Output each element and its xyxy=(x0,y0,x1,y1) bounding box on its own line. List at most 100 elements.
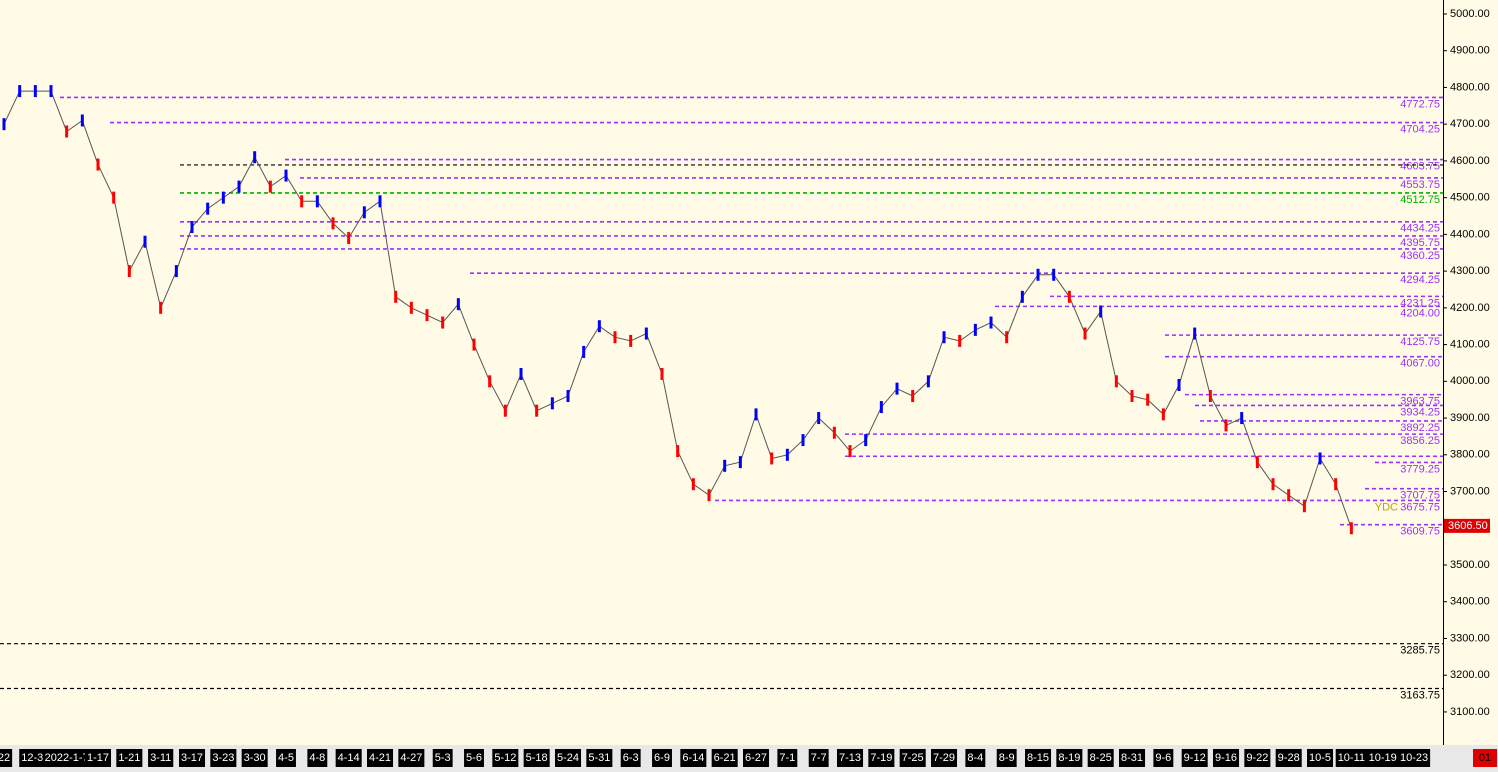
price-bar xyxy=(926,375,930,388)
y-tick-label: 4300.00 xyxy=(1450,265,1490,277)
y-tick-label: 5000.00 xyxy=(1450,8,1490,20)
price-bar xyxy=(33,85,37,98)
level-label: 4294.25 xyxy=(1400,274,1440,286)
x-tick-label: 6-21 xyxy=(714,752,736,764)
x-tick-label: 5-12 xyxy=(494,752,516,764)
price-bar xyxy=(1114,375,1118,388)
level-tag: YDC xyxy=(1375,501,1398,513)
x-label-box xyxy=(148,749,174,767)
y-tick-label: 3400.00 xyxy=(1450,596,1490,608)
x-tick-label: 7-19 xyxy=(870,752,892,764)
x-label-box xyxy=(0,749,13,767)
price-bar xyxy=(660,367,664,380)
x-tick-label: 6-9 xyxy=(654,752,670,764)
x-tick-label: 9-6 xyxy=(1155,752,1171,764)
x-tick-label: 8-9 xyxy=(999,752,1015,764)
x-tick-label: 8-15 xyxy=(1027,752,1049,764)
y-tick-label: 4500.00 xyxy=(1450,192,1490,204)
price-bar xyxy=(723,459,727,472)
price-bar xyxy=(613,331,617,344)
price-bar xyxy=(268,180,272,193)
x-label-box xyxy=(1307,749,1334,767)
x-tick-label: 5-6 xyxy=(466,752,482,764)
price-bar xyxy=(1067,290,1071,303)
price-bar xyxy=(754,408,758,421)
price-bar xyxy=(221,191,225,204)
level-label: 4434.25 xyxy=(1400,223,1440,235)
x-tick-label: 7-13 xyxy=(839,752,861,764)
x-label-box xyxy=(432,749,453,767)
level-label: 3675.75 xyxy=(1400,501,1440,513)
price-bar xyxy=(96,158,100,171)
price-bar xyxy=(785,448,789,461)
price-bar xyxy=(425,309,429,322)
price-bar xyxy=(143,235,147,248)
price-bar xyxy=(707,489,711,502)
y-tick-label: 3200.00 xyxy=(1450,669,1490,681)
x-tick-label: 4-14 xyxy=(338,752,360,764)
price-bar xyxy=(1193,327,1197,340)
x-label-box xyxy=(1119,749,1146,767)
price-bar xyxy=(629,334,633,347)
price-bar xyxy=(770,452,774,465)
y-tick-label: 4700.00 xyxy=(1450,118,1490,130)
price-bar xyxy=(394,290,398,303)
x-tick-label: 8-19 xyxy=(1058,752,1080,764)
level-label: 3779.25 xyxy=(1400,463,1440,475)
price-bar xyxy=(1005,331,1009,344)
level-label: 3934.25 xyxy=(1400,406,1440,418)
x-tick-label: 4-5 xyxy=(278,752,294,764)
last-price-box xyxy=(1444,518,1490,533)
y-tick-label: 3900.00 xyxy=(1450,412,1490,424)
level-label: 4704.25 xyxy=(1400,124,1440,136)
x-tick-label: 4-21 xyxy=(369,752,391,764)
x-tick-label: 3-17 xyxy=(181,752,203,764)
price-bar xyxy=(550,397,554,410)
price-bar xyxy=(503,404,507,417)
last-price-label: 3606.50 xyxy=(1448,520,1488,532)
price-bar xyxy=(49,85,53,98)
y-tick-label: 4600.00 xyxy=(1450,155,1490,167)
price-bar xyxy=(1052,268,1056,281)
x-tick-label: 5-31 xyxy=(588,752,610,764)
x-label-box xyxy=(1025,749,1052,767)
x-tick-label: 8-25 xyxy=(1090,752,1112,764)
price-bar xyxy=(1334,478,1338,491)
x-label-box xyxy=(1181,749,1208,767)
x-tick-label: 10-11 xyxy=(1338,752,1365,764)
price-bar xyxy=(488,375,492,388)
x-label-box xyxy=(366,749,394,767)
x-tick-label: 9-12 xyxy=(1184,752,1206,764)
x-tick-label: 7-29 xyxy=(933,752,955,764)
x-label-box xyxy=(1153,749,1174,767)
price-bar xyxy=(973,323,977,336)
price-bar xyxy=(1255,456,1259,469)
price-bar xyxy=(1208,390,1212,403)
y-tick-label: 3700.00 xyxy=(1450,485,1490,497)
level-label: 3856.25 xyxy=(1400,435,1440,447)
level-label: 3707.75 xyxy=(1400,490,1440,502)
price-bar xyxy=(1036,268,1040,281)
level-label: 4603.75 xyxy=(1400,160,1440,172)
price-bar xyxy=(582,345,586,358)
x-tick-label: 12-30 xyxy=(21,752,49,764)
x-label-box xyxy=(116,749,143,767)
x-label-box xyxy=(464,749,484,767)
price-bar xyxy=(1349,522,1353,535)
x-tick-label: 6-27 xyxy=(745,752,767,764)
x-label-box xyxy=(492,749,519,767)
x-tick-label: 10-19 xyxy=(1369,752,1397,764)
price-bar xyxy=(1318,452,1322,465)
x-label-box xyxy=(276,749,296,767)
level-label: 4125.75 xyxy=(1400,336,1440,348)
x-tick-label: 9-28 xyxy=(1278,752,1300,764)
x-tick-label: 7-1 xyxy=(779,752,795,764)
y-tick-label: 3300.00 xyxy=(1450,632,1490,644)
price-bar xyxy=(676,445,680,458)
price-bar xyxy=(127,265,131,278)
x-label-box xyxy=(620,749,641,767)
level-label: 3892.25 xyxy=(1400,422,1440,434)
x-label-box xyxy=(210,749,237,767)
x-label-box xyxy=(808,749,829,767)
